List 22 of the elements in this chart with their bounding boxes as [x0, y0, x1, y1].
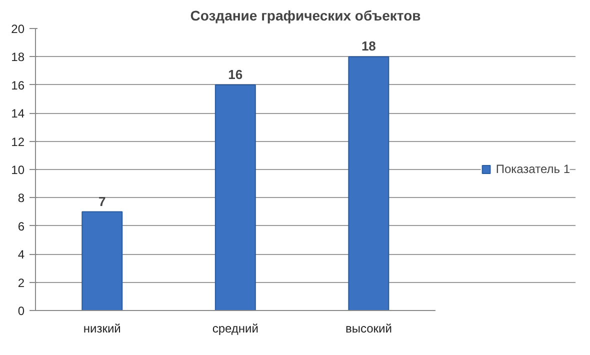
y-tick-label: 0: [18, 304, 25, 318]
data-label: 16: [228, 66, 243, 82]
bar: [214, 84, 256, 310]
x-tick-label: средний: [212, 322, 258, 336]
y-tick-label: 2: [18, 276, 25, 290]
legend-label: Показатель 1: [496, 162, 570, 176]
x-tick-label: высокий: [345, 322, 392, 336]
y-tick-label: 4: [18, 248, 25, 262]
y-tick-label: 12: [11, 134, 25, 149]
bar: [348, 56, 390, 310]
y-tick-label: 10: [11, 163, 25, 177]
data-label: 18: [361, 38, 376, 54]
y-tick-label: 20: [11, 22, 25, 36]
y-tick-label: 14: [11, 106, 25, 121]
x-tick-label: низкий: [83, 322, 121, 336]
bar: [82, 211, 123, 310]
y-tick-label: 16: [11, 78, 25, 92]
y-tick-label: 6: [18, 219, 25, 234]
chart-title: Создание графических объектов: [190, 8, 422, 24]
y-tick-label: 18: [11, 50, 25, 64]
y-tick-label: 8: [18, 191, 25, 206]
data-label: 7: [98, 194, 106, 209]
